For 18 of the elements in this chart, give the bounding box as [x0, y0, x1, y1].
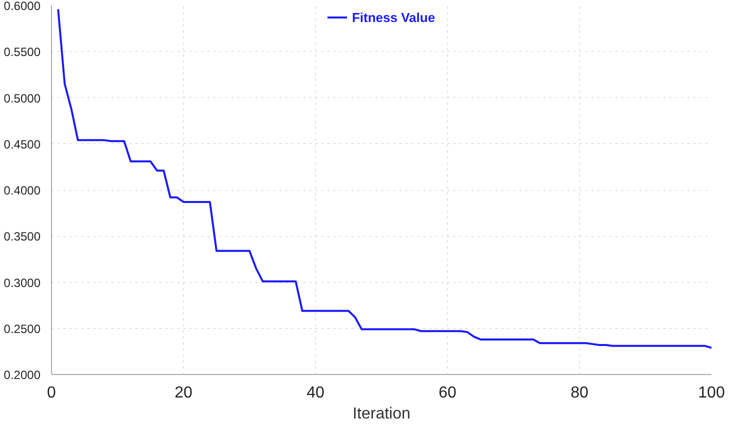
y-tick-label: 0.3000 [4, 276, 41, 290]
y-tick-label: 0.5000 [4, 91, 41, 106]
y-tick-label: 0.4000 [4, 184, 41, 198]
x-tick-label: 80 [570, 384, 588, 402]
x-tick-label: 100 [698, 384, 725, 402]
legend-label: Fitness Value [352, 10, 436, 24]
x-tick-label: 20 [174, 384, 192, 402]
y-tick-label: 0.2000 [4, 368, 41, 382]
y-tick-label: 0.6000 [4, 0, 41, 13]
y-tick-label: 0.4500 [4, 137, 41, 152]
line-series [57, 8, 712, 349]
x-tick-label: 40 [306, 384, 324, 402]
x-tick-label: 60 [438, 384, 456, 402]
y-tick-label: 0.3500 [4, 230, 41, 244]
y-tick-label: 0.5500 [4, 45, 41, 60]
x-tick-label: 0 [47, 384, 56, 402]
y-tick-label: 0.2500 [4, 322, 41, 336]
x-axis-title: Iteration [352, 406, 410, 422]
